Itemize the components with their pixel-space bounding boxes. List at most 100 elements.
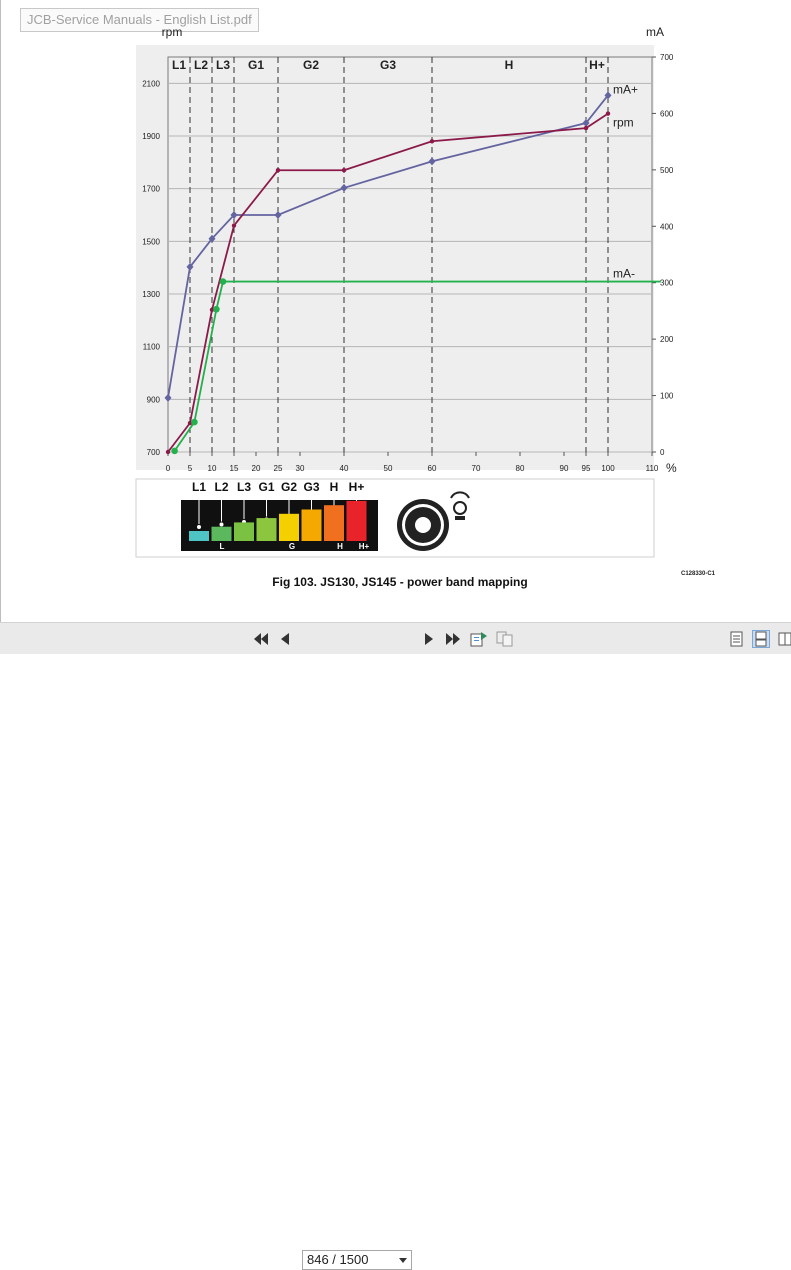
y-left-tick-label: 1700	[142, 185, 160, 194]
data-point	[604, 91, 612, 100]
data-point	[429, 139, 435, 144]
band-label: L1	[172, 58, 186, 72]
x-tick-label: 15	[230, 464, 239, 473]
last-page-button[interactable]	[444, 630, 462, 648]
pdf-toolbar: 846 / 1500	[0, 622, 791, 1270]
y-right-axis-label: mA	[646, 25, 664, 39]
y-right-tick-label: 500	[660, 166, 674, 175]
data-point	[219, 278, 227, 285]
x-tick-label: 50	[384, 464, 393, 473]
mode-label: H+	[349, 480, 365, 494]
facing-pages-view-button[interactable]	[776, 630, 791, 648]
x-tick-label: 5	[188, 464, 193, 473]
first-page-button[interactable]	[252, 630, 270, 648]
data-point	[208, 234, 216, 243]
data-point	[187, 420, 193, 426]
last-page-icon	[446, 633, 460, 645]
data-point	[165, 449, 171, 455]
data-point	[191, 418, 198, 426]
mode-label: H	[330, 480, 339, 494]
data-point	[164, 393, 172, 402]
y-right-tick-label: 700	[660, 53, 674, 62]
data-point	[583, 125, 589, 131]
previous-page-button[interactable]	[276, 630, 294, 648]
data-point	[582, 119, 590, 128]
single-page-icon	[730, 631, 743, 647]
thumbnail-view-button[interactable]	[496, 630, 514, 648]
series-label: mA+	[613, 82, 638, 96]
y-right-tick-label: 100	[660, 392, 674, 401]
data-point	[213, 305, 220, 313]
mode-label: L1	[192, 480, 206, 494]
data-point	[209, 307, 215, 312]
data-point	[231, 223, 237, 228]
page-number-select[interactable]: 846 / 1500	[302, 1250, 412, 1270]
figure-ref-code: C128330-C1	[681, 571, 716, 577]
continuous-page-icon	[755, 631, 767, 647]
engine-speed-icon-base	[455, 516, 465, 520]
first-page-icon	[254, 633, 268, 645]
mode-bar	[211, 526, 232, 541]
mode-bar	[324, 505, 344, 541]
data-point	[274, 211, 282, 219]
continuous-view-button[interactable]	[752, 630, 770, 648]
y-left-tick-label: 900	[147, 395, 161, 404]
data-point	[171, 447, 178, 455]
x-tick-label: 10	[208, 464, 217, 473]
data-point	[230, 211, 238, 219]
x-tick-label: 60	[428, 464, 437, 473]
mode-bar	[234, 522, 254, 541]
engine-speed-icon-arc	[450, 491, 470, 499]
y-left-tick-label: 2100	[142, 79, 160, 88]
x-tick-label: 25	[274, 464, 283, 473]
plot-background	[136, 45, 654, 470]
data-point	[340, 183, 348, 192]
previous-page-icon	[281, 633, 289, 645]
y-right-tick-label: 600	[660, 109, 674, 118]
y-right-tick-label: 400	[660, 222, 674, 231]
y-left-tick-label: 700	[147, 448, 161, 457]
export-pages-button[interactable]	[470, 630, 488, 648]
band-label: L2	[194, 58, 208, 72]
figure-caption: Fig 103. JS130, JS145 - power band mappi…	[272, 575, 527, 589]
mode-group-label: H	[337, 542, 343, 551]
y-left-tick-label: 1100	[143, 343, 161, 352]
mode-bar	[189, 531, 209, 541]
y-right-tick-label: 300	[660, 279, 674, 288]
mode-bar	[301, 509, 322, 541]
series-label: mA-	[613, 267, 635, 281]
y-left-tick-label: 1500	[142, 237, 160, 246]
band-label: G3	[380, 58, 396, 72]
x-tick-label: 20	[252, 464, 261, 473]
next-page-icon	[425, 633, 433, 645]
rotary-knob-center	[413, 515, 433, 535]
single-page-view-button[interactable]	[728, 630, 746, 648]
x-tick-label: 40	[340, 464, 349, 473]
mode-bar	[279, 513, 299, 541]
facing-pages-icon	[778, 632, 791, 646]
mode-group-label: H+	[359, 542, 370, 551]
thumbnails-icon	[496, 631, 513, 647]
x-unit-label: %	[666, 461, 677, 475]
y-right-tick-label: 200	[660, 335, 674, 344]
page-number-value: 846 / 1500	[307, 1252, 369, 1267]
y-right-tick-label: 0	[660, 448, 665, 457]
data-point	[186, 262, 194, 271]
x-tick-label: 95	[582, 464, 591, 473]
band-label: G2	[303, 58, 319, 72]
mode-label: L3	[237, 480, 251, 494]
data-point	[341, 168, 347, 173]
power-band-chart: L1 L2 L3 G1 G2 G3 H H+ 700900110013001500170019…	[135, 25, 716, 589]
band-label: G1	[248, 58, 264, 72]
mode-label: G1	[258, 480, 274, 494]
mode-bar	[346, 500, 367, 541]
page-edge-divider	[0, 0, 1, 622]
series-label: rpm	[613, 116, 634, 130]
x-tick-label: 110	[646, 464, 659, 473]
export-pages-icon	[470, 632, 487, 647]
y-left-tick-label: 1900	[142, 132, 160, 141]
x-tick-label: 100	[601, 464, 615, 473]
mode-leader-dot	[196, 524, 202, 530]
x-tick-label: 30	[296, 464, 305, 473]
next-page-button[interactable]	[420, 630, 438, 648]
